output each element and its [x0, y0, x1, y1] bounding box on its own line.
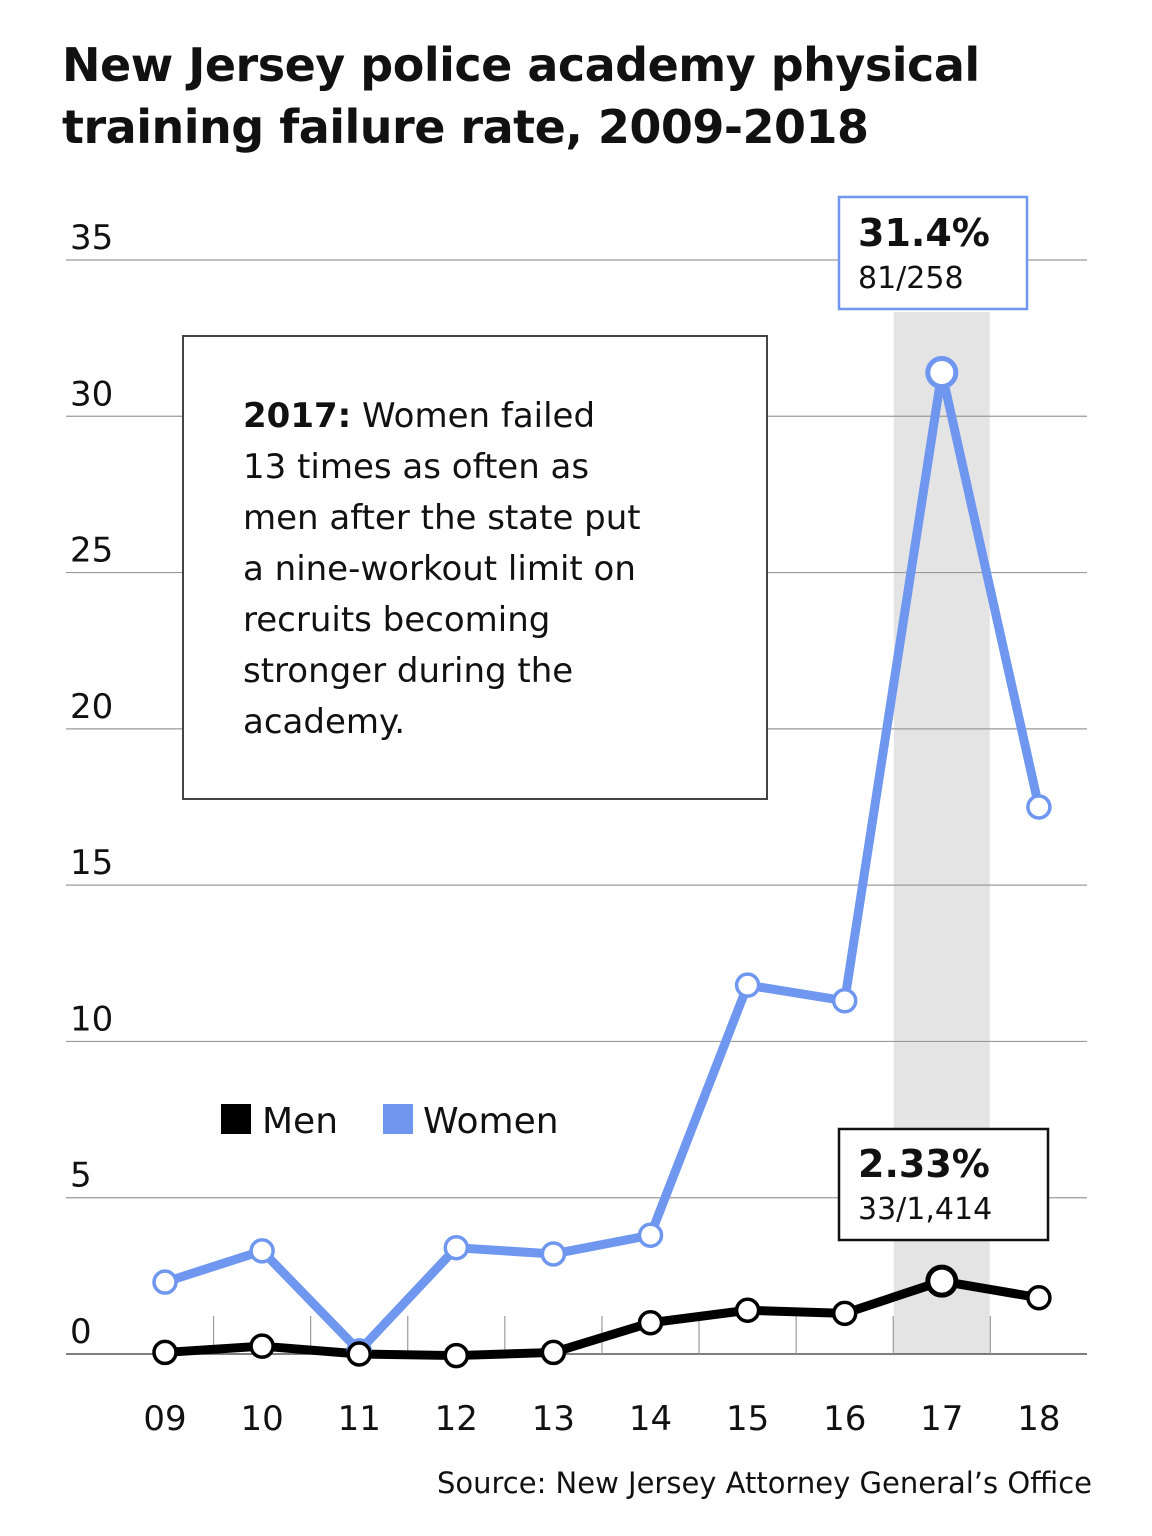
- point-women-10: [249, 1238, 275, 1264]
- callout-men-2017: 2.33% 33/1,414: [837, 1127, 1050, 1242]
- point-men-18: [1026, 1284, 1052, 1311]
- annotation-line: men after the state put: [243, 498, 641, 538]
- y-tick-label: 25: [70, 531, 113, 571]
- callout-men-frame: [837, 1127, 1050, 1242]
- annotation-line: stronger during the: [243, 651, 573, 691]
- x-tick-label: 09: [143, 1399, 186, 1439]
- x-tick-label: 17: [920, 1399, 963, 1439]
- x-tick-label: 11: [338, 1399, 381, 1439]
- point-women-16: [831, 988, 858, 1014]
- point-men-12: [443, 1342, 470, 1369]
- y-tick-label: 5: [70, 1156, 92, 1196]
- annotation-text: 2017: Women failed 13 times as often as me…: [243, 396, 641, 742]
- annotation-line: academy.: [243, 702, 405, 742]
- point-men-09: [152, 1339, 178, 1366]
- callout-women-value: 31.4%: [858, 211, 990, 255]
- y-tick-label: 20: [70, 687, 113, 727]
- annotation-box: 2017: Women failed 13 times as often as me…: [182, 335, 768, 800]
- x-tick-label: 14: [629, 1399, 672, 1439]
- y-axis-ticks: 0 5 10 15 20 25 30 35: [70, 218, 113, 1352]
- series-layer: [152, 356, 1052, 1369]
- x-tick-label: 13: [532, 1399, 575, 1439]
- callout-men-value: 2.33%: [858, 1142, 990, 1186]
- callout-women-detail: 81/258: [858, 261, 964, 296]
- point-men-11: [346, 1341, 372, 1367]
- point-men-10: [249, 1333, 275, 1359]
- series-line-women: [160, 368, 1044, 1356]
- y-tick-label: 15: [70, 843, 113, 883]
- point-women-14: [637, 1222, 664, 1248]
- callout-men-detail: 33/1,414: [858, 1192, 992, 1227]
- x-tick-label: 10: [240, 1399, 283, 1439]
- point-men-17: [925, 1264, 959, 1298]
- x-tick-label: 12: [435, 1399, 478, 1439]
- y-tick-label: 10: [70, 999, 113, 1039]
- series-line-men: [160, 1276, 1044, 1361]
- point-women-15: [734, 972, 761, 998]
- chart-title: New Jersey police academy physical train…: [62, 38, 980, 154]
- y-tick-label: 30: [70, 374, 113, 414]
- legend-label-men: Men: [262, 1101, 338, 1142]
- legend: Men Women: [221, 1101, 559, 1142]
- y-tick-label: 0: [70, 1312, 92, 1352]
- x-axis-ticks: 09 10 11 12 13 14 15 16 17 18: [143, 1316, 1061, 1439]
- annotation-frame: [182, 335, 768, 800]
- point-men-15: [734, 1297, 761, 1323]
- point-women-09: [152, 1269, 178, 1295]
- legend-swatch-men: [221, 1104, 251, 1134]
- annotation-lead: 2017:: [243, 396, 351, 436]
- legend-label-women: Women: [423, 1101, 559, 1142]
- callout-women-frame: [837, 195, 1029, 311]
- x-tick-label: 15: [726, 1399, 769, 1439]
- point-men-16: [831, 1300, 858, 1327]
- annotation-line: a nine-workout limit on: [243, 549, 636, 589]
- source-note: Source: New Jersey Attorney General’s Of…: [436, 1466, 1092, 1500]
- point-men-13: [540, 1339, 567, 1366]
- point-women-12: [443, 1234, 470, 1261]
- point-men-14: [637, 1309, 664, 1336]
- annotation-line: Women failed: [351, 396, 595, 436]
- y-tick-label: 35: [70, 218, 113, 258]
- legend-swatch-women: [383, 1104, 413, 1134]
- callout-women-2017: 31.4% 81/258: [837, 195, 1029, 311]
- point-women-18: [1026, 794, 1052, 820]
- x-tick-label: 16: [823, 1399, 866, 1439]
- x-tick-label: 18: [1017, 1399, 1060, 1439]
- point-women-13: [540, 1241, 567, 1267]
- point-women-17: [925, 356, 959, 390]
- annotation-line: recruits becoming: [243, 600, 550, 640]
- annotation-line: 13 times as often as: [243, 447, 589, 487]
